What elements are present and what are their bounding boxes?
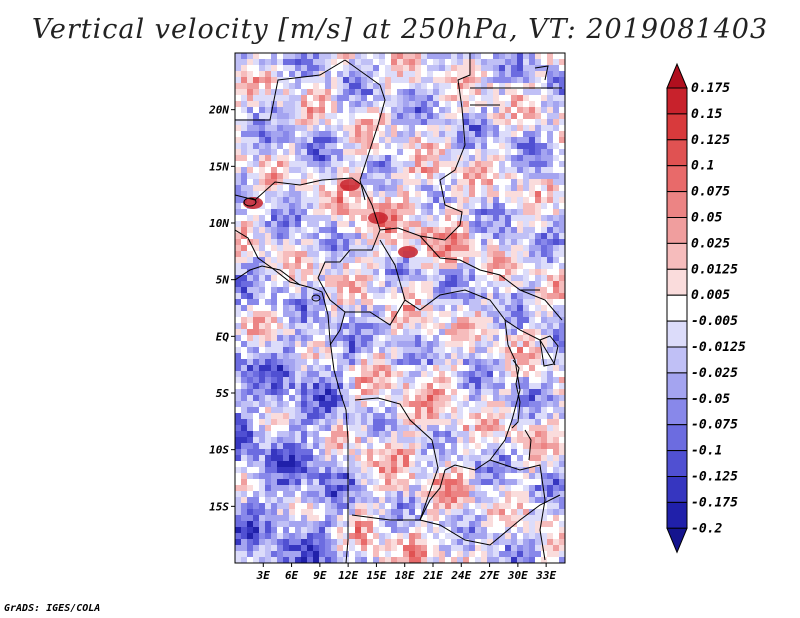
colorbar-swatch (666, 242, 688, 270)
colorbar-swatch (666, 372, 688, 400)
colorbar-swatch (666, 139, 688, 167)
colorbar-swatch (666, 217, 688, 244)
plot-title: Vertical velocity [m/s] at 250hPa, VT: 2… (31, 14, 769, 45)
colorbar-label: -0.075 (691, 418, 738, 433)
map-frame (234, 52, 566, 564)
lat-tick-label: 15N (209, 160, 229, 173)
colorbar-max-arrow (666, 62, 688, 89)
colorbar-label: 0.0125 (691, 262, 738, 277)
lon-tick-label: 27E (479, 569, 500, 582)
colorbar-label: 0.1 (691, 159, 714, 174)
colorbar-swatch (666, 450, 688, 478)
colorbar-label: -0.125 (691, 470, 738, 485)
lon-tick-label: 3E (256, 569, 271, 582)
colorbar-label: -0.1 (691, 444, 722, 459)
colorbar-label: -0.175 (691, 495, 738, 510)
lon-tick-label: 21E (422, 569, 443, 582)
lon-tick-label: 6E (285, 569, 299, 582)
colorbar-label: -0.0125 (691, 340, 746, 355)
colorbar-swatch (666, 268, 688, 296)
lon-tick-label: 18E (395, 569, 415, 582)
colorbar: 0.175 0.15 0.125 0.1 0.075 0.05 0.025 0.0125 0.0… (666, 62, 746, 554)
colorbar-swatch (666, 476, 688, 503)
colorbar-label: 0.05 (691, 211, 722, 226)
latitude-axis: 20N 15N 10N 5N EQ 5S 10S 15S (208, 104, 235, 513)
lon-tick-label: 33E (535, 569, 556, 582)
colorbar-label: 0.075 (691, 185, 730, 200)
colorbar-swatch (666, 87, 688, 115)
lat-tick-label: 20N (208, 104, 229, 117)
colorbar-swatch (666, 346, 688, 374)
lon-tick-label: 30E (507, 569, 528, 582)
lon-tick-label: 12E (338, 569, 358, 582)
colorbar-min-arrow (666, 527, 688, 554)
colorbar-label: 0.025 (691, 236, 730, 251)
colorbar-swatch (666, 191, 688, 219)
country-borders (235, 53, 563, 563)
lon-tick-label: 24E (450, 569, 471, 582)
vertical-velocity-field (235, 53, 565, 563)
lat-tick-label: 5N (216, 274, 230, 287)
lat-tick-label: 10S (209, 444, 229, 457)
colorbar-swatch (666, 398, 688, 426)
colorbar-swatch (666, 113, 688, 141)
lat-tick-label: 15S (209, 500, 229, 513)
colorbar-label: 0.175 (691, 81, 730, 96)
colorbar-label: -0.025 (691, 366, 738, 381)
colorbar-swatch (666, 320, 688, 348)
lat-tick-label: 5S (216, 387, 230, 400)
longitude-axis: 3E 6E 9E 12E 15E 18E 21E 24E 27E 30E 33E (256, 563, 556, 582)
colorbar-label: -0.2 (691, 521, 722, 536)
colorbar-swatch (666, 424, 688, 452)
colorbar-swatch (666, 294, 688, 322)
lat-tick-label: 10N (209, 217, 229, 230)
grads-credit: GrADS: IGES/COLA (4, 603, 101, 614)
colorbar-label: 0.125 (691, 133, 730, 148)
lon-tick-label: 15E (366, 569, 386, 582)
colorbar-label: 0.15 (691, 107, 722, 122)
lat-tick-label: EQ (216, 330, 230, 343)
colorbar-label: 0.005 (691, 288, 730, 303)
colorbar-label: -0.005 (691, 314, 738, 329)
colorbar-label: -0.05 (691, 392, 730, 407)
colorbar-swatch (666, 165, 688, 193)
lon-tick-label: 9E (313, 569, 327, 582)
colorbar-swatch (666, 501, 688, 529)
